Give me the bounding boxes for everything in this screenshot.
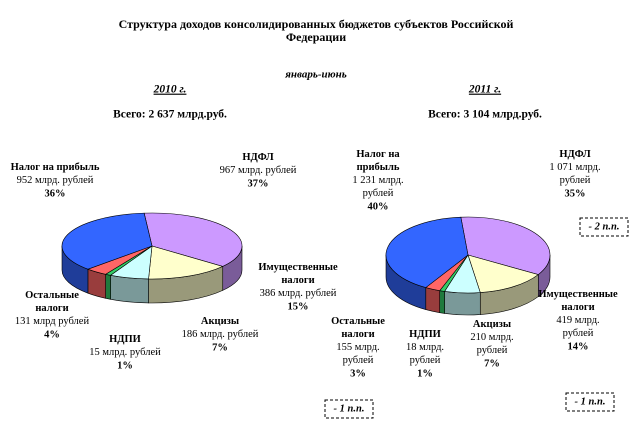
category-label: Акцизы (201, 316, 239, 327)
chart-title: 2011 г. (468, 84, 501, 96)
category-label: Акцизы (473, 319, 511, 330)
value-label: 4% (44, 329, 60, 340)
category-label: Налог на прибыль (11, 162, 100, 173)
value-label: 7% (484, 358, 500, 369)
chart-title: 2010 г. (153, 84, 187, 96)
pie-side (439, 290, 445, 314)
page-title: Структура доходов консолидированных бюдж… (119, 17, 514, 44)
category-label: НДФЛ (559, 149, 590, 160)
pie-slice (385, 216, 469, 288)
value-label: 35% (565, 188, 586, 199)
category-label: Имущественные налоги (538, 289, 618, 313)
amount-label: 210 млрд. рублей (470, 332, 513, 356)
chart-subtitle: Всего: 3 104 млрд.руб. (428, 109, 542, 121)
annotation: - 2 п.п. (589, 221, 620, 232)
amount-label: 131 млрд рублей (15, 316, 90, 327)
category-label: НДПИ (109, 334, 141, 345)
amount-label: 386 млрд. рублей (260, 288, 337, 299)
pie-slice (61, 212, 153, 270)
value-label: 40% (368, 201, 389, 212)
amount-label: 967 млрд. рублей (220, 165, 297, 176)
value-label: 37% (248, 178, 269, 189)
pie-side (425, 287, 440, 314)
annotation: - 1 п.п. (575, 396, 606, 407)
period: январь-июнь (284, 69, 347, 81)
category-label: Имущественные налоги (258, 262, 338, 286)
pie-slice (148, 245, 224, 280)
value-label: 14% (568, 341, 589, 352)
pie-side (110, 274, 149, 304)
value-label: 7% (212, 342, 228, 353)
annotation-box (565, 392, 615, 412)
annotation: - 1 п.п. (334, 403, 365, 414)
value-label: 1% (117, 360, 133, 371)
amount-label: 952 млрд. рублей (17, 175, 94, 186)
category-label: Остальные налоги (331, 316, 385, 340)
category-label: НДПИ (409, 329, 441, 340)
category-label: Налог на прибыль (356, 149, 400, 173)
annotation-box (324, 399, 374, 419)
category-label: Остальные налоги (25, 290, 79, 314)
pie-slice (143, 212, 243, 267)
amount-label: 419 млрд. рублей (556, 315, 599, 339)
category-label: НДФЛ (242, 152, 273, 163)
amount-label: 155 млрд. рублей (336, 342, 379, 366)
amount-label: 186 млрд. рублей (182, 329, 259, 340)
pie-slice (467, 254, 539, 293)
pie-side (444, 291, 481, 316)
chart-subtitle: Всего: 2 637 млрд.руб. (113, 109, 227, 121)
pie-slice (460, 216, 551, 275)
amount-label: 1 231 млрд. рублей (352, 175, 403, 199)
amount-label: 1 071 млрд. рублей (549, 162, 600, 186)
annotation-box (579, 217, 629, 237)
pie-side (105, 273, 111, 300)
value-label: 15% (288, 301, 309, 312)
value-label: 3% (350, 368, 366, 379)
amount-label: 18 млрд. рублей (406, 342, 444, 366)
value-label: 1% (417, 368, 433, 379)
value-label: 36% (45, 188, 66, 199)
amount-label: 15 млрд. рублей (89, 347, 161, 358)
